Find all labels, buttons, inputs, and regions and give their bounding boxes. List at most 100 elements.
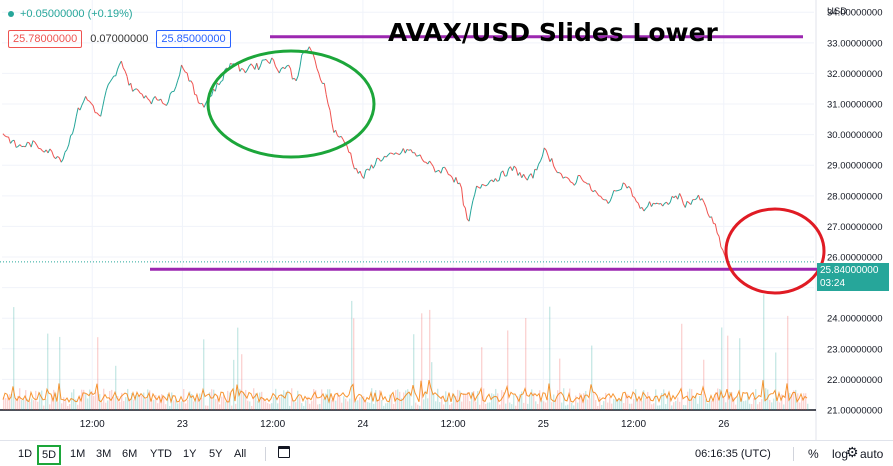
volume-bar bbox=[361, 397, 362, 410]
volume-bar bbox=[623, 403, 624, 410]
volume-bar bbox=[435, 401, 436, 410]
price-segment bbox=[3, 134, 5, 136]
volume-bar bbox=[487, 403, 488, 410]
volume-bar bbox=[505, 404, 506, 410]
price-segment bbox=[383, 156, 385, 159]
volume-bar bbox=[201, 398, 202, 410]
volume-bar bbox=[767, 390, 768, 410]
price-segment bbox=[586, 183, 588, 184]
y-tick-label: 32.00000000 bbox=[827, 69, 882, 80]
price-segment bbox=[5, 136, 7, 137]
volume-bar bbox=[173, 400, 174, 410]
price-segment bbox=[527, 176, 529, 181]
y-tick-label: 21.00000000 bbox=[827, 406, 882, 417]
price-segment bbox=[289, 65, 291, 68]
volume-bar bbox=[289, 406, 290, 410]
price-segment bbox=[127, 76, 129, 85]
volume-bar bbox=[495, 389, 496, 410]
volume-bar bbox=[437, 389, 438, 410]
toolbar-divider bbox=[793, 447, 794, 461]
range-5d-button[interactable]: 5D bbox=[37, 445, 61, 465]
volume-bar bbox=[451, 403, 452, 410]
price-segment bbox=[259, 66, 261, 70]
range-ytd-button[interactable]: YTD bbox=[150, 448, 172, 460]
price-segment bbox=[721, 247, 723, 250]
volume-bar bbox=[227, 391, 228, 410]
price-segment bbox=[495, 178, 497, 181]
price-segment bbox=[533, 169, 535, 178]
price-segment bbox=[59, 158, 61, 162]
volume-bar bbox=[463, 393, 464, 410]
price-segment bbox=[580, 176, 582, 180]
range-6m-button[interactable]: 6M bbox=[122, 448, 137, 460]
price-segment bbox=[52, 151, 54, 156]
price-segment bbox=[708, 214, 710, 218]
range-3m-button[interactable]: 3M bbox=[96, 448, 111, 460]
volume-bar bbox=[527, 404, 528, 410]
range-all-button[interactable]: All bbox=[234, 448, 246, 460]
price-segment bbox=[629, 186, 631, 188]
price-chart[interactable]: 34.0000000033.0000000032.0000000031.0000… bbox=[0, 0, 893, 440]
price-segment bbox=[219, 82, 221, 85]
volume-bar bbox=[251, 406, 252, 410]
chart-title: AVAX/USD Slides Lower bbox=[388, 18, 718, 47]
range-1y-button[interactable]: 1Y bbox=[183, 448, 196, 460]
volume-bar bbox=[183, 389, 184, 410]
volume-bar bbox=[331, 400, 332, 410]
price-segment bbox=[430, 161, 432, 164]
volume-bar bbox=[653, 403, 654, 410]
range-1m-button[interactable]: 1M bbox=[70, 448, 85, 460]
status-dot-icon bbox=[8, 11, 14, 17]
x-tick-label: 12:00 bbox=[441, 419, 466, 430]
volume-bar bbox=[5, 398, 6, 410]
price-segment bbox=[281, 67, 283, 69]
price-segment bbox=[103, 98, 105, 107]
volume-bar bbox=[779, 402, 780, 410]
price-segment bbox=[415, 153, 417, 157]
volume-bar bbox=[163, 397, 164, 410]
volume-bar bbox=[133, 400, 134, 410]
volume-bar bbox=[711, 401, 712, 410]
volume-bar bbox=[703, 360, 704, 410]
volume-bar bbox=[529, 395, 530, 410]
volume-bar bbox=[591, 346, 592, 410]
calendar-range-icon[interactable] bbox=[278, 446, 290, 458]
volume-bar bbox=[165, 404, 166, 410]
volume-bar bbox=[485, 404, 486, 410]
utc-clock[interactable]: 06:16:35 (UTC) bbox=[695, 448, 771, 460]
volume-bar bbox=[103, 389, 104, 410]
volume-bar bbox=[169, 406, 170, 410]
bid-price[interactable]: 25.78000000 bbox=[8, 30, 82, 48]
volume-bar bbox=[221, 397, 222, 410]
volume-bar bbox=[49, 404, 50, 410]
y-tick-label: 24.00000000 bbox=[827, 314, 882, 325]
volume-bar bbox=[211, 389, 212, 410]
auto-scale-toggle[interactable]: auto bbox=[860, 447, 883, 461]
price-segment bbox=[20, 145, 22, 147]
range-1d-button[interactable]: 1D bbox=[18, 448, 32, 460]
price-segment bbox=[651, 203, 653, 206]
price-segment bbox=[255, 63, 257, 69]
volume-bar bbox=[303, 406, 304, 410]
y-tick-label: 29.00000000 bbox=[827, 161, 882, 172]
gear-icon[interactable]: ⚙ bbox=[846, 444, 859, 461]
volume-bar bbox=[663, 389, 664, 410]
volume-bar bbox=[243, 392, 244, 410]
price-segment bbox=[341, 136, 343, 139]
percent-scale-toggle[interactable]: % bbox=[808, 447, 819, 461]
volume-bar bbox=[271, 403, 272, 410]
volume-bar bbox=[9, 394, 10, 410]
volume-bar bbox=[783, 405, 784, 411]
volume-bar bbox=[57, 402, 58, 410]
volume-bar bbox=[633, 399, 634, 410]
price-segment bbox=[377, 158, 379, 159]
price-segment bbox=[618, 190, 620, 191]
red-highlight-circle bbox=[726, 209, 824, 293]
price-segment bbox=[71, 134, 73, 136]
volume-bar bbox=[803, 393, 804, 410]
range-5y-button[interactable]: 5Y bbox=[209, 448, 222, 460]
ask-price[interactable]: 25.85000000 bbox=[156, 30, 230, 48]
price-segment bbox=[621, 183, 623, 189]
price-segment bbox=[76, 108, 78, 117]
price-segment bbox=[636, 202, 638, 204]
